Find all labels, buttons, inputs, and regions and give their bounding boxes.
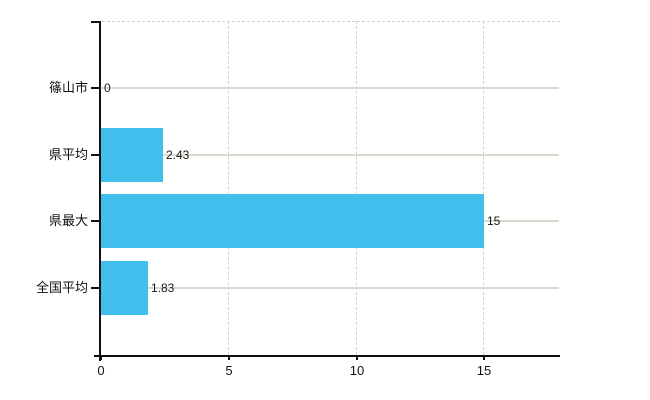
plot-area bbox=[100, 21, 560, 355]
bar-value-label: 0 bbox=[104, 81, 111, 95]
bar-value-label: 15 bbox=[487, 214, 501, 228]
plot-top-border bbox=[102, 21, 560, 22]
x-tick-label: 5 bbox=[225, 363, 233, 378]
category-label: 県平均 bbox=[48, 147, 88, 162]
bar-value-label: 2.43 bbox=[166, 148, 190, 162]
x-tick-label: 10 bbox=[349, 363, 365, 378]
gridline-vertical bbox=[483, 21, 484, 355]
bar bbox=[101, 194, 484, 248]
gridline-horizontal bbox=[101, 287, 559, 289]
x-axis-line bbox=[94, 355, 560, 357]
y-axis-tick bbox=[91, 21, 100, 23]
x-axis-tick bbox=[100, 355, 102, 360]
x-axis-tick bbox=[356, 355, 358, 360]
category-label: 篠山市 bbox=[48, 80, 88, 95]
y-axis-tick bbox=[91, 287, 100, 289]
bar-value-label: 1.83 bbox=[151, 281, 175, 295]
x-axis-tick bbox=[228, 355, 230, 360]
category-label: 全国平均 bbox=[35, 280, 88, 295]
category-label: 県最大 bbox=[48, 213, 88, 228]
y-axis-line bbox=[99, 21, 101, 361]
bar bbox=[101, 261, 148, 315]
gridline-vertical bbox=[228, 21, 229, 355]
x-tick-label: 15 bbox=[476, 363, 492, 378]
bar bbox=[101, 128, 163, 182]
y-axis-tick bbox=[91, 154, 100, 156]
gridline-horizontal bbox=[101, 87, 559, 89]
gridline-vertical bbox=[356, 21, 357, 355]
y-axis-tick bbox=[91, 87, 100, 89]
x-axis-tick bbox=[483, 355, 485, 360]
y-axis-tick bbox=[91, 220, 100, 222]
gridline-horizontal bbox=[101, 154, 559, 156]
x-tick-label: 0 bbox=[97, 363, 105, 378]
